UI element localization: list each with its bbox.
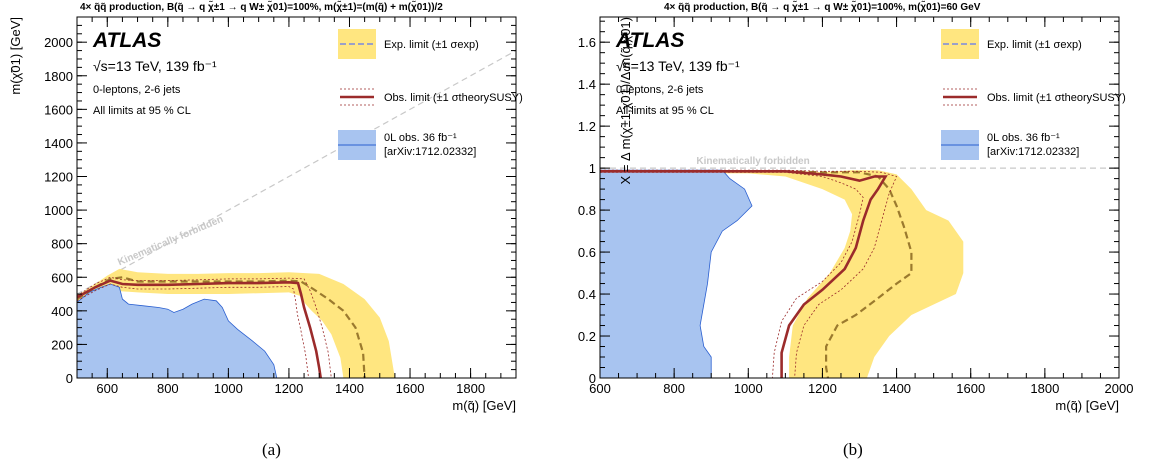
x-tick-label: 800 <box>157 381 179 396</box>
y-tick-label: 0.4 <box>578 287 596 302</box>
y-tick-label: 600 <box>51 270 73 285</box>
legend-exp-label: Exp. limit (±1 σexp) <box>987 39 1082 51</box>
y-tick-label: 200 <box>51 337 73 352</box>
info-cl: All limits at 95 % CL <box>616 105 714 117</box>
x-tick-label: 1200 <box>274 381 303 396</box>
y-tick-label: 0 <box>589 371 596 386</box>
chart-b: Kinematically forbidden 600 800 1000 1200 140… <box>578 16 1134 413</box>
info-energy-lumi: √s=13 TeV, 139 fb⁻¹ <box>616 58 740 74</box>
y-tick-label: 1.6 <box>578 35 596 50</box>
legend-prev-label: 0L obs. 36 fb⁻¹ <box>384 132 457 144</box>
x-axis-title: m(q̃) [GeV] <box>1055 398 1119 413</box>
obs-limit-up-line <box>77 276 332 378</box>
y-tick-label: 1000 <box>44 203 73 218</box>
x-tick-label: 1600 <box>396 381 425 396</box>
info-energy-lumi: √s=13 TeV, 139 fb⁻¹ <box>93 58 217 74</box>
forbidden-label: Kinematically forbidden <box>116 214 225 268</box>
y-axis-title: m(χ̃01) [GeV] <box>8 17 23 95</box>
y-tick-label: 0.8 <box>578 203 596 218</box>
panel-a-caption: (a) <box>262 440 281 459</box>
y-tick-label: 400 <box>51 304 73 319</box>
y-tick-label: 0 <box>66 371 73 386</box>
obs-limit-down-line <box>600 171 864 378</box>
plot-frame <box>76 16 517 379</box>
obs-limit-line <box>77 279 322 378</box>
legend-obs-label: Obs. limit (±1 σtheorySUSY) <box>384 92 523 104</box>
x-tick-label: 600 <box>96 381 118 396</box>
obs-limit-line <box>600 170 888 378</box>
info-cl: All limits at 95 % CL <box>93 105 191 117</box>
legend-exp-label: Exp. limit (±1 σexp) <box>384 39 479 51</box>
x-tick-label: 1400 <box>335 381 364 396</box>
forbidden-label: Kinematically forbidden <box>696 156 809 167</box>
legend-prev-label: 0L obs. 36 fb⁻¹ <box>987 132 1060 144</box>
y-tick-label: 2000 <box>44 35 73 50</box>
y-tick-label: 1200 <box>44 170 73 185</box>
forbidden-boundary-line <box>77 50 516 295</box>
info-selection: 0-leptons, 2-6 jets <box>93 84 181 96</box>
exp-band <box>600 170 964 378</box>
info-selection: 0-leptons, 2-6 jets <box>616 84 704 96</box>
chart-a: Kinematically forbidden 600 800 1000 1200 140… <box>8 16 523 413</box>
x-tick-label: 800 <box>663 381 685 396</box>
x-tick-label: 1600 <box>956 381 985 396</box>
panel-b-caption: (b) <box>843 440 863 459</box>
x-tick-label: 1800 <box>1030 381 1059 396</box>
y-tick-label: 0.2 <box>578 329 596 344</box>
exp-limit-line <box>77 276 366 378</box>
y-tick-label: 800 <box>51 237 73 252</box>
legend-prev-ref: [arXiv:1712.02332] <box>987 146 1079 158</box>
x-tick-label: 1400 <box>882 381 911 396</box>
x-tick-label: 600 <box>589 381 611 396</box>
x-tick-label: 1200 <box>808 381 837 396</box>
plot-area <box>600 167 1119 378</box>
legend-prev-ref: [arXiv:1712.02332] <box>384 146 476 158</box>
y-tick-label: 1800 <box>44 69 73 84</box>
y-axis-title: X = Δ m(χ̃±1,χ̃01)/Δ m(q̃,χ̃01) <box>618 17 633 184</box>
prev-obs-region <box>600 169 753 378</box>
x-tick-label: 2000 <box>1105 381 1134 396</box>
y-tick-label: 1.4 <box>578 77 596 92</box>
y-tick-label: 1.2 <box>578 119 596 134</box>
y-tick-label: 0.6 <box>578 245 596 260</box>
exp-limit-line <box>600 170 913 378</box>
y-tick-label: 1400 <box>44 136 73 151</box>
x-tick-label: 1000 <box>734 381 763 396</box>
legend-obs-label: Obs. limit (±1 σtheorySUSY) <box>987 92 1126 104</box>
x-tick-label: 1800 <box>456 381 485 396</box>
obs-limit-up-line <box>600 169 898 378</box>
atlas-label: ATLAS <box>92 29 161 52</box>
y-tick-label: 1 <box>589 161 596 176</box>
x-axis-title: m(q̃) [GeV] <box>452 398 516 413</box>
x-tick-label: 1000 <box>214 381 243 396</box>
plot-area <box>77 50 516 378</box>
exp-band <box>77 268 395 378</box>
prev-obs-region <box>77 283 278 378</box>
atlas-label: ATLAS <box>615 29 684 52</box>
panel-a-title: 4× q̃q̃ production, B(q̃ → q χ̃±1 → q W±… <box>80 2 443 13</box>
y-tick-label: 1600 <box>44 102 73 117</box>
panel-b-title: 4× q̃q̃ production, B(q̃ → q χ̃±1 → q W±… <box>664 2 981 13</box>
